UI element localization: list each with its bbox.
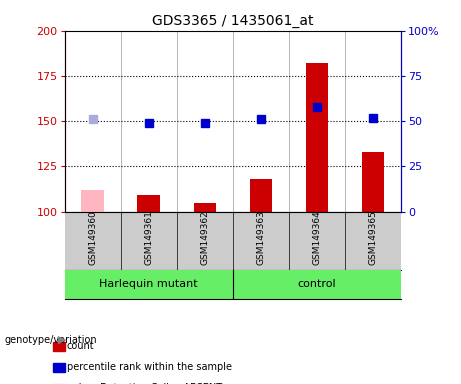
Text: ▶: ▶ bbox=[58, 335, 66, 345]
Text: percentile rank within the sample: percentile rank within the sample bbox=[67, 362, 232, 372]
Text: GSM149361: GSM149361 bbox=[144, 210, 153, 265]
Text: GSM149363: GSM149363 bbox=[256, 210, 266, 265]
Text: Harlequin mutant: Harlequin mutant bbox=[100, 279, 198, 289]
Bar bbox=[362, 152, 384, 212]
Text: control: control bbox=[298, 279, 336, 289]
Bar bbox=[194, 202, 216, 212]
Text: GSM149365: GSM149365 bbox=[368, 210, 378, 265]
Title: GDS3365 / 1435061_at: GDS3365 / 1435061_at bbox=[152, 14, 313, 28]
Text: GSM149360: GSM149360 bbox=[88, 210, 97, 265]
Text: genotype/variation: genotype/variation bbox=[5, 335, 97, 345]
Bar bbox=[250, 179, 272, 212]
Text: count: count bbox=[67, 341, 95, 351]
Bar bbox=[137, 195, 160, 212]
Text: GSM149364: GSM149364 bbox=[313, 210, 321, 265]
Bar bbox=[306, 63, 328, 212]
Text: GSM149362: GSM149362 bbox=[200, 210, 209, 265]
Bar bbox=[82, 190, 104, 212]
Text: value, Detection Call = ABSENT: value, Detection Call = ABSENT bbox=[67, 383, 222, 384]
